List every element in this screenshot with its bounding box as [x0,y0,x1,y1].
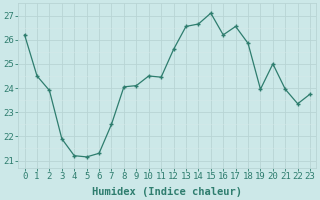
X-axis label: Humidex (Indice chaleur): Humidex (Indice chaleur) [92,186,242,197]
